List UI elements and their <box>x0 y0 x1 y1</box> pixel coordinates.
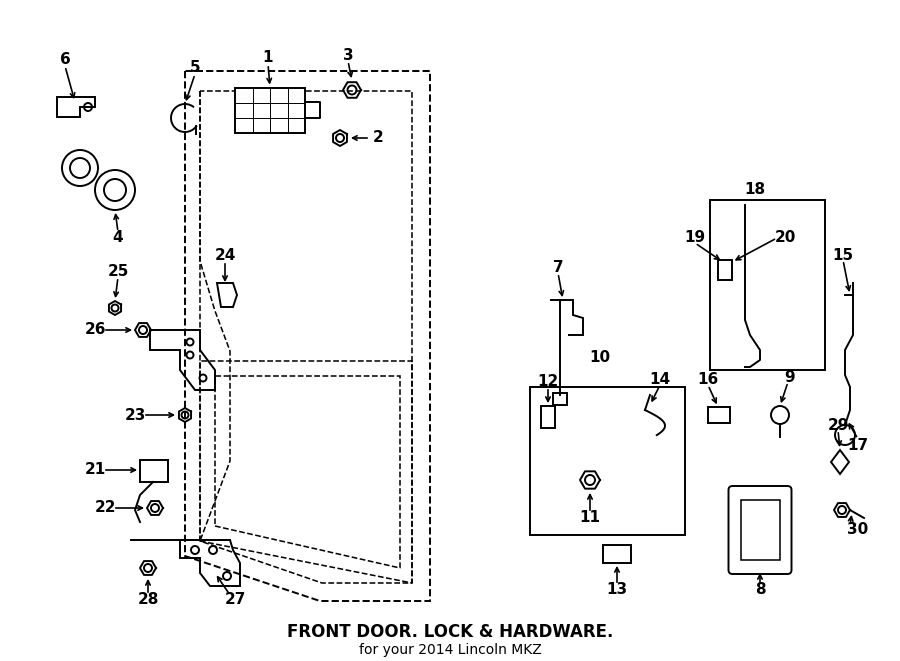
Text: 28: 28 <box>138 592 158 607</box>
Text: 2: 2 <box>373 130 383 145</box>
Text: 21: 21 <box>85 463 105 477</box>
Bar <box>235 87 305 132</box>
Text: FRONT DOOR. LOCK & HARDWARE.: FRONT DOOR. LOCK & HARDWARE. <box>287 623 613 641</box>
Text: 12: 12 <box>537 375 559 389</box>
Text: 22: 22 <box>94 500 116 516</box>
Text: 9: 9 <box>785 369 796 385</box>
Bar <box>603 545 631 563</box>
Text: 23: 23 <box>124 407 146 422</box>
Bar <box>530 387 685 535</box>
Text: 3: 3 <box>343 48 354 63</box>
Text: 6: 6 <box>59 52 70 67</box>
Bar <box>140 460 168 482</box>
Bar <box>553 393 567 405</box>
Text: 1: 1 <box>263 50 274 65</box>
Bar <box>541 406 555 428</box>
Text: 14: 14 <box>650 373 670 387</box>
Bar <box>708 407 730 423</box>
Text: 20: 20 <box>774 231 796 245</box>
Text: 24: 24 <box>214 247 236 262</box>
FancyBboxPatch shape <box>728 486 791 574</box>
Text: 30: 30 <box>848 522 868 537</box>
Text: 25: 25 <box>107 264 129 280</box>
Text: 10: 10 <box>590 350 610 366</box>
Text: 18: 18 <box>744 182 766 198</box>
Text: 17: 17 <box>848 438 868 453</box>
Text: 8: 8 <box>755 582 765 598</box>
Text: 13: 13 <box>607 582 627 598</box>
Bar <box>710 200 825 370</box>
Text: 16: 16 <box>698 373 718 387</box>
Text: 7: 7 <box>553 260 563 276</box>
Text: for your 2014 Lincoln MKZ: for your 2014 Lincoln MKZ <box>358 643 542 657</box>
Text: 11: 11 <box>580 510 600 525</box>
Text: 15: 15 <box>832 247 853 262</box>
Bar <box>741 500 779 560</box>
Text: 26: 26 <box>85 323 106 338</box>
Text: 4: 4 <box>112 231 123 245</box>
Text: 19: 19 <box>684 231 706 245</box>
Text: 29: 29 <box>827 418 849 432</box>
Text: 5: 5 <box>190 61 201 75</box>
Bar <box>718 260 732 280</box>
Text: 27: 27 <box>224 592 246 607</box>
